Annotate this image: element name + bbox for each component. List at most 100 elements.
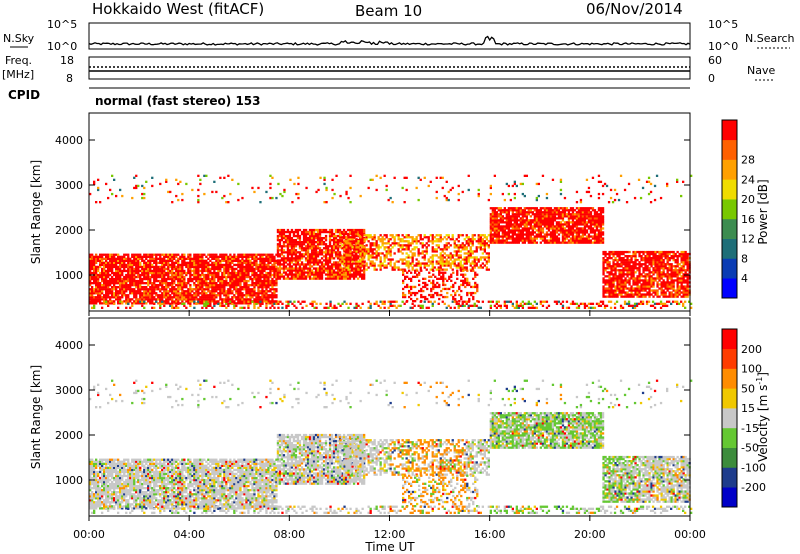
echo-cell <box>417 252 420 255</box>
echo-cell <box>557 209 561 212</box>
echo-cell <box>439 252 442 255</box>
echo-cell <box>105 296 108 299</box>
echo-cell <box>171 292 174 295</box>
echo-cell <box>145 302 148 305</box>
echo-cell <box>543 233 547 236</box>
echo-cell <box>595 229 599 232</box>
echo-cell <box>471 240 474 243</box>
echo-cell <box>213 257 216 260</box>
echo-cell <box>468 281 471 285</box>
echo-cell <box>203 263 206 267</box>
echo-cell <box>115 261 118 264</box>
echo-cell <box>316 259 320 262</box>
echo-cell <box>523 241 526 244</box>
echo-cell <box>417 250 420 253</box>
echo-cell <box>181 279 184 283</box>
echo-cell <box>280 253 284 256</box>
echo-cell <box>497 229 500 232</box>
echo-cell <box>151 284 154 287</box>
echo-cell <box>239 282 242 285</box>
echo-cell <box>467 256 470 259</box>
echo-cell <box>349 238 352 241</box>
echo-cell <box>261 286 264 289</box>
echo-cell <box>324 267 328 270</box>
echo-cell <box>541 229 545 232</box>
echo-cell <box>324 234 328 238</box>
echo-cell <box>469 240 472 243</box>
echo-cell <box>187 263 190 267</box>
echo-cell <box>111 261 114 264</box>
echo-cell <box>165 282 168 285</box>
echo-cell <box>485 252 488 255</box>
echo-cell <box>249 300 252 303</box>
echo-cell <box>117 277 120 281</box>
echo-cell <box>324 230 328 234</box>
echo-cell <box>201 253 204 256</box>
echo-cell <box>593 223 597 226</box>
echo-cell <box>348 232 352 236</box>
echo-cell <box>476 287 479 291</box>
echo-cell <box>409 250 412 253</box>
echo-cell <box>223 255 226 258</box>
echo-cell <box>469 246 472 249</box>
echo-cell <box>195 279 198 283</box>
echo-cell <box>312 249 316 252</box>
echo-cell <box>413 246 416 249</box>
echo-cell <box>511 219 514 222</box>
echo-cell <box>356 228 360 232</box>
echo-cell <box>211 263 214 267</box>
echo-cell <box>529 207 532 210</box>
echo-cell <box>348 228 352 232</box>
echo-cell <box>624 291 627 294</box>
echo-cell <box>519 231 522 234</box>
echo-cell <box>153 261 156 264</box>
echo-cell <box>443 236 446 239</box>
echo-cell <box>451 262 454 265</box>
echo-cell <box>278 230 282 234</box>
echo-cell <box>523 209 526 212</box>
echo-cell <box>304 275 308 278</box>
echo-cell <box>610 277 613 280</box>
echo-cell <box>271 286 274 289</box>
echo-cell <box>515 235 518 238</box>
echo-cell <box>111 255 114 258</box>
echo-cell <box>137 298 140 301</box>
echo-cell <box>336 271 340 274</box>
echo-cell <box>161 282 164 285</box>
echo-cell <box>147 296 150 299</box>
echo-cell <box>620 250 623 254</box>
echo-cell <box>543 223 547 226</box>
echo-cell <box>515 223 518 226</box>
echo-cell <box>460 273 463 276</box>
echo-cell <box>583 219 587 222</box>
echo-cell <box>103 277 106 281</box>
echo-cell <box>539 227 542 230</box>
echo-cell <box>328 269 332 272</box>
echo-cell <box>581 235 585 238</box>
echo-cell <box>223 279 226 283</box>
echo-cell <box>203 288 206 291</box>
echo-cell <box>261 282 264 285</box>
echo-cell <box>338 251 342 254</box>
echo-cell <box>521 211 524 214</box>
echo-cell <box>332 241 336 244</box>
echo-cell <box>363 267 366 270</box>
echo-cell <box>467 252 470 255</box>
echo-cell <box>555 221 559 224</box>
echo-cell <box>304 232 308 236</box>
echo-cell <box>103 273 106 277</box>
echo-cell <box>561 235 565 238</box>
echo-cell <box>485 262 488 265</box>
echo-cell <box>269 271 272 275</box>
echo-cell <box>515 239 518 242</box>
echo-cell <box>626 267 629 270</box>
echo-cell <box>427 264 430 267</box>
echo-cell <box>302 249 306 252</box>
echo-cell <box>418 283 421 287</box>
echo-cell <box>219 275 222 279</box>
echo-cell <box>121 302 124 305</box>
echo-cell <box>145 275 148 279</box>
echo-cell <box>433 248 436 251</box>
echo-cell <box>347 234 350 237</box>
echo-cell <box>549 225 553 228</box>
